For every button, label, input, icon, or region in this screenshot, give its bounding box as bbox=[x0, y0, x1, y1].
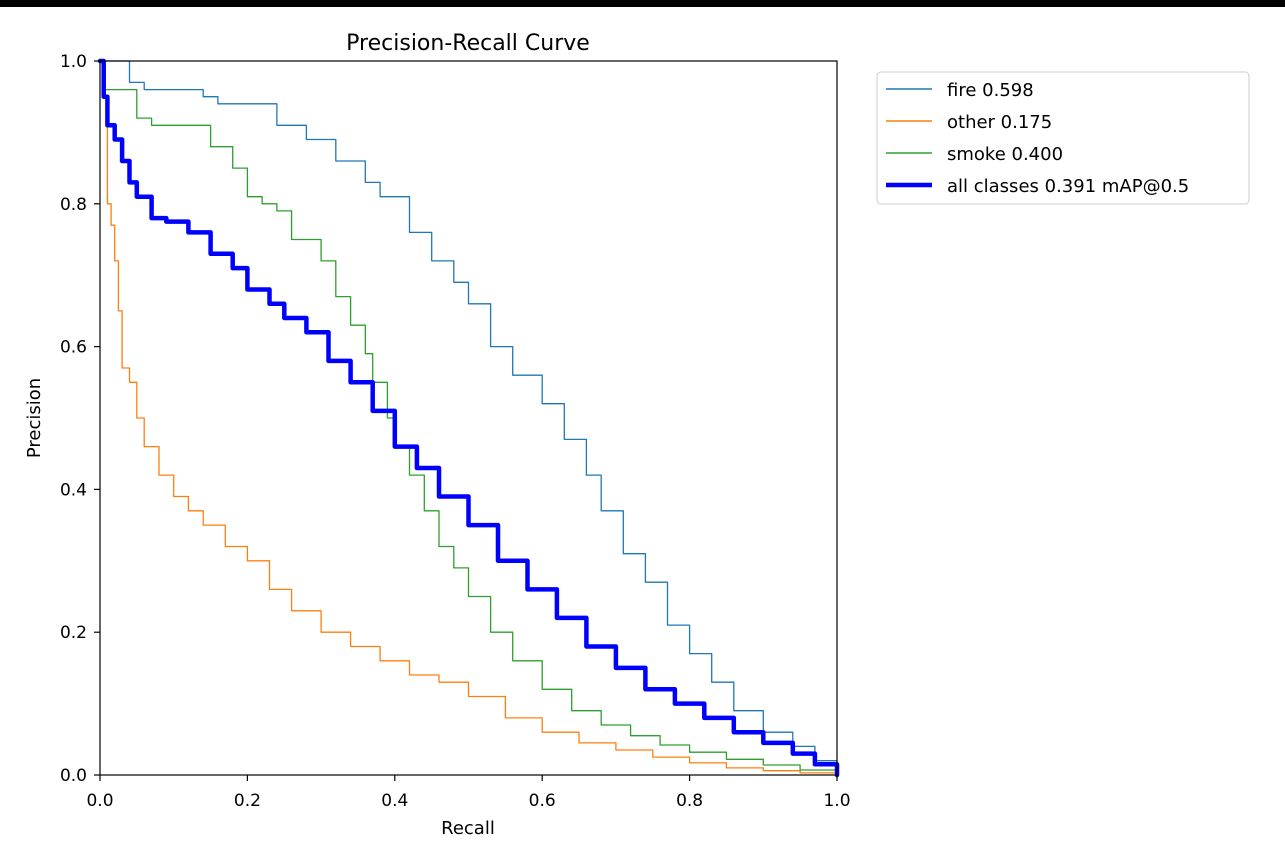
x-tick-label: 0.6 bbox=[529, 791, 556, 811]
y-tick-label: 0.6 bbox=[60, 338, 87, 358]
legend-frame bbox=[876, 71, 1250, 205]
y-tick-label: 0.2 bbox=[60, 623, 87, 643]
legend-label: fire 0.598 bbox=[947, 80, 1034, 101]
x-tick-label: 0.4 bbox=[381, 791, 408, 811]
legend-label: other 0.175 bbox=[947, 112, 1052, 133]
y-tick-label: 0.4 bbox=[60, 480, 87, 500]
top-black-bar bbox=[0, 0, 1285, 7]
plot-lines bbox=[97, 58, 840, 778]
y-tick-label: 1.0 bbox=[60, 52, 87, 72]
legend-label: all classes 0.391 mAP@0.5 bbox=[947, 176, 1189, 197]
legend: fire 0.598 other 0.175 smoke 0.400 all clas… bbox=[876, 71, 1250, 205]
x-axis-ticks: 0.0 0.2 0.4 0.6 0.8 1.0 bbox=[86, 775, 851, 811]
x-tick-label: 0.8 bbox=[676, 791, 703, 811]
series-line-3 bbox=[97, 58, 840, 778]
chart-title: Precision-Recall Curve bbox=[346, 31, 590, 56]
x-tick-label: 0.2 bbox=[234, 791, 261, 811]
x-tick-label: 1.0 bbox=[823, 791, 850, 811]
x-tick-label: 0.0 bbox=[86, 791, 113, 811]
y-tick-label: 0.8 bbox=[60, 195, 87, 215]
plot-frame bbox=[99, 60, 838, 776]
series-line-0 bbox=[99, 60, 838, 776]
y-axis-label: Precision bbox=[24, 378, 45, 458]
y-tick-label: 0.0 bbox=[60, 766, 87, 786]
series-line-2 bbox=[99, 60, 838, 776]
legend-label: smoke 0.400 bbox=[947, 144, 1063, 165]
series-line-1 bbox=[99, 60, 838, 776]
x-axis-label: Recall bbox=[441, 818, 495, 839]
y-axis-ticks: 0.0 0.2 0.4 0.6 0.8 1.0 bbox=[60, 52, 100, 786]
